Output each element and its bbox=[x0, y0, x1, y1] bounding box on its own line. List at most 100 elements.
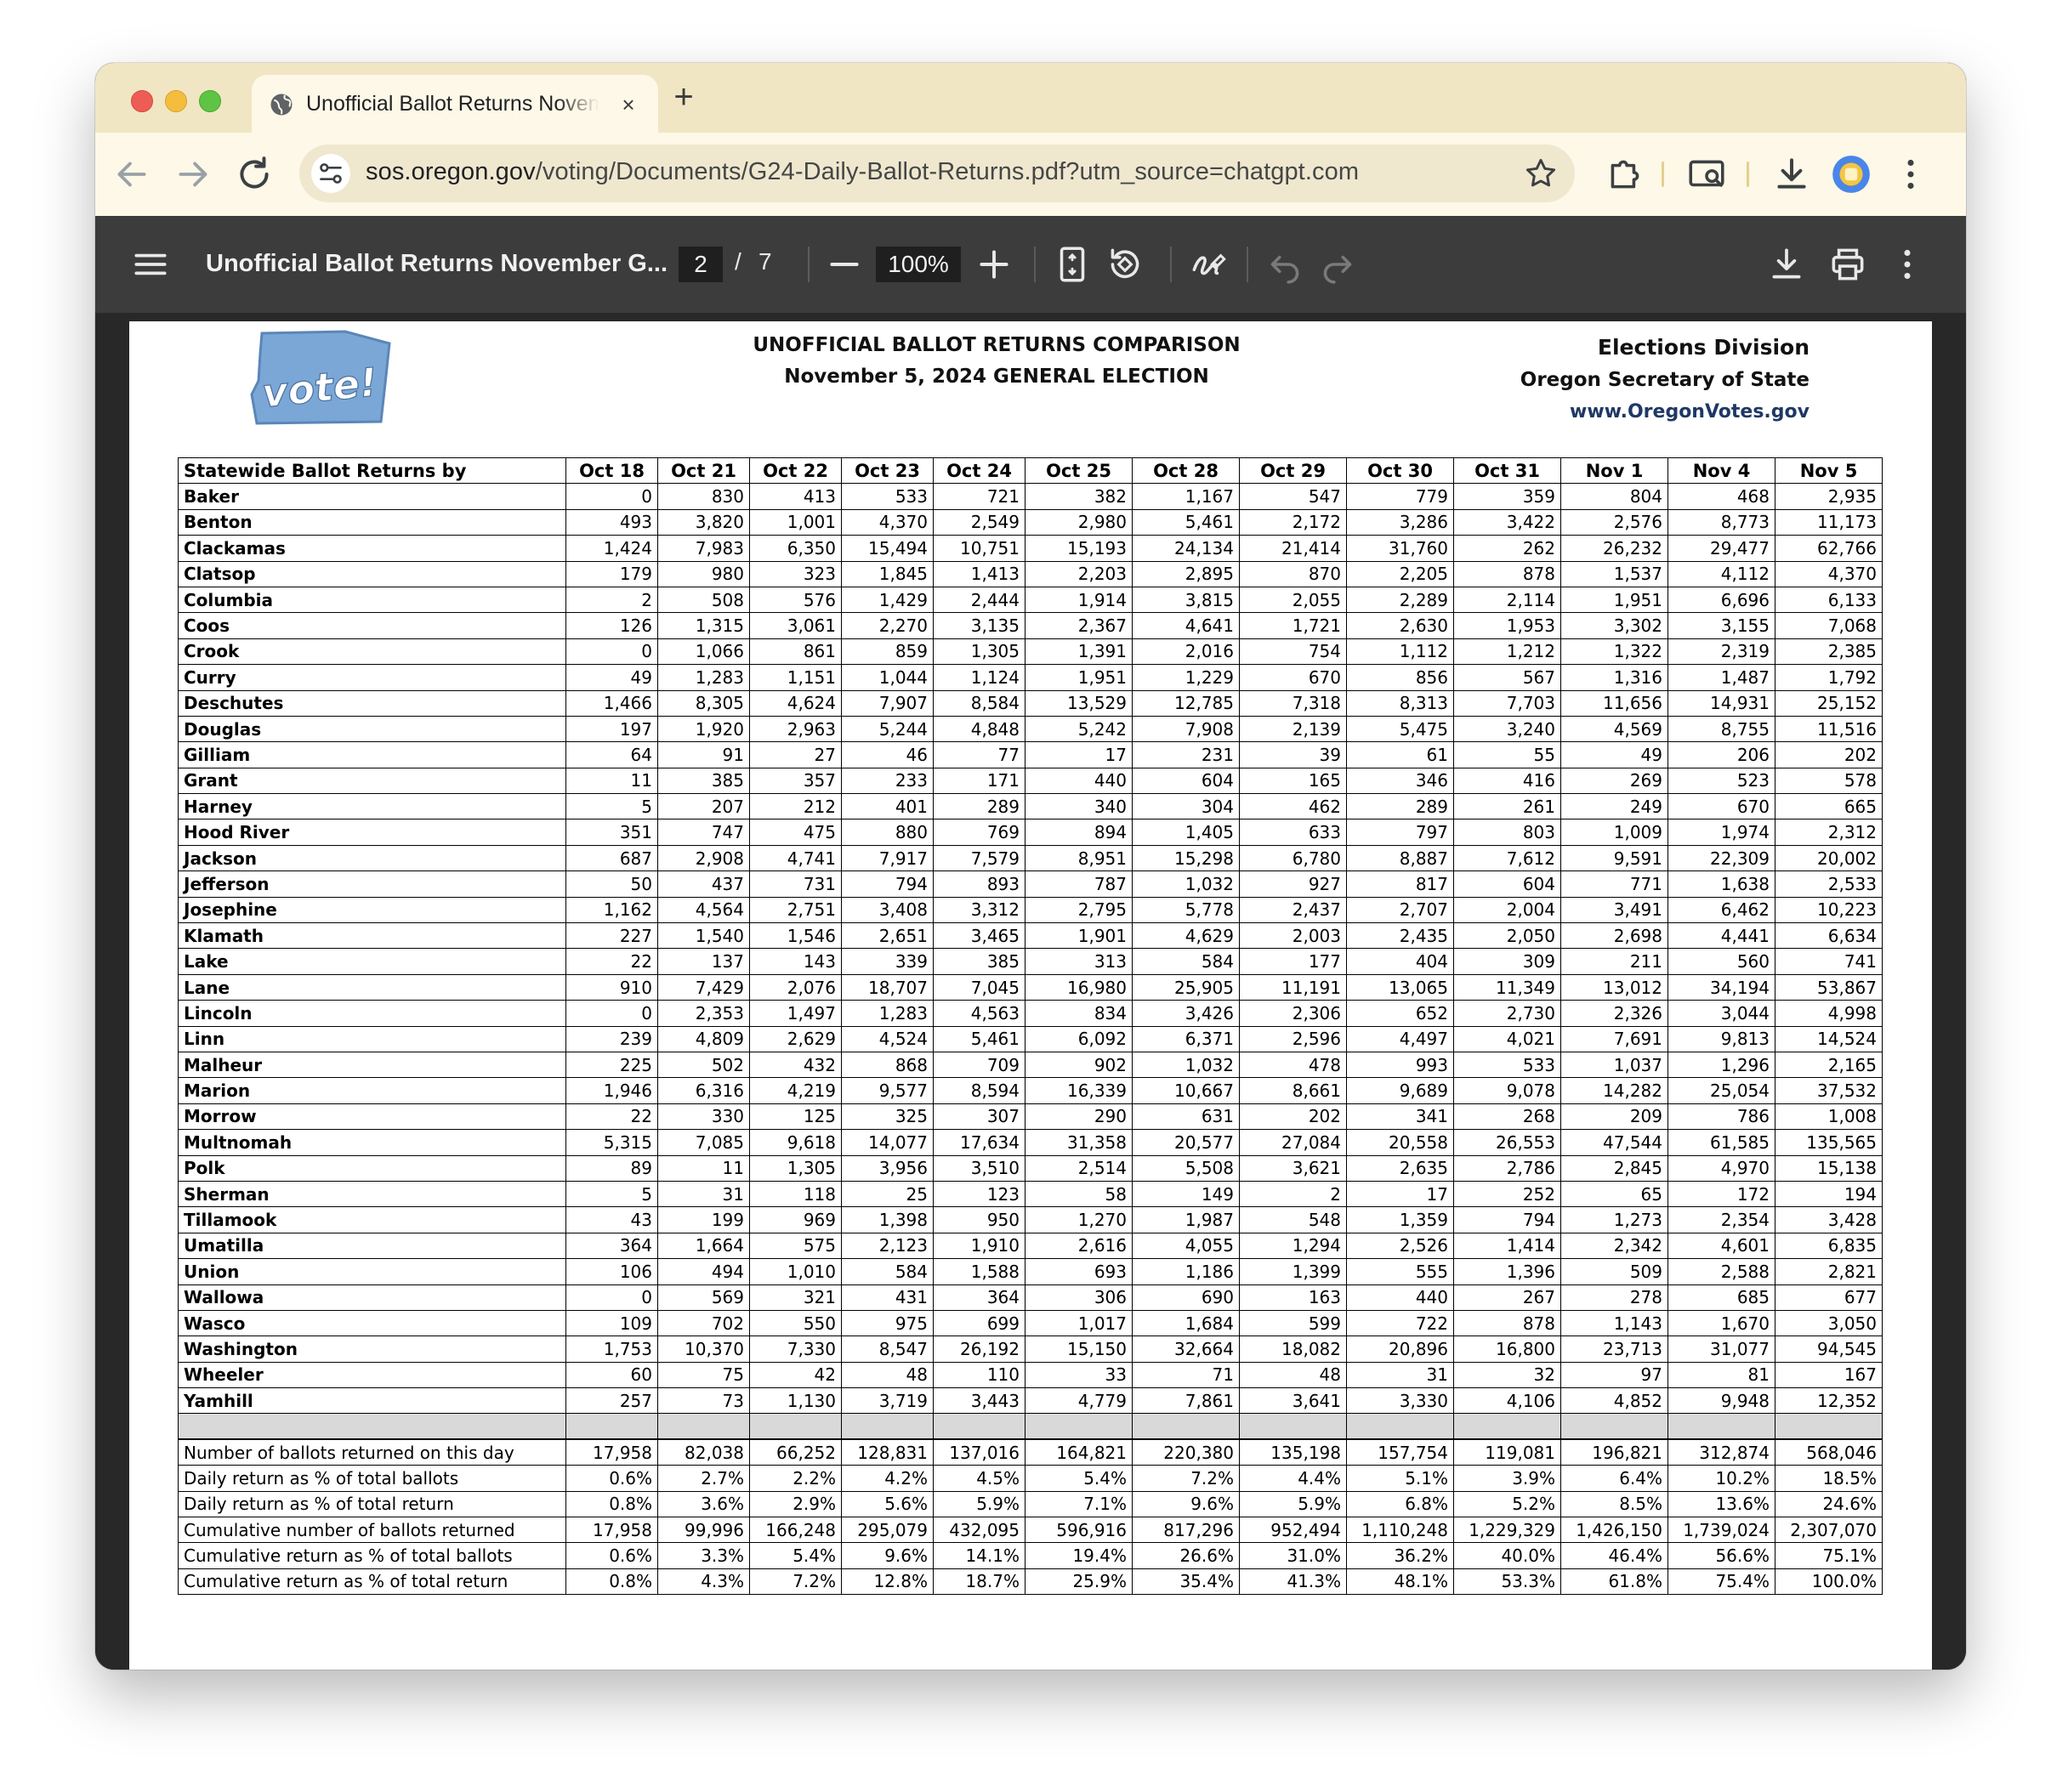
minimize-window-button[interactable] bbox=[165, 90, 187, 112]
cast-screen-icon[interactable] bbox=[1685, 153, 1728, 196]
ballot-count-cell: 462 bbox=[1239, 793, 1347, 820]
ballot-count-cell: 533 bbox=[841, 483, 934, 510]
ballot-count-cell: 787 bbox=[1025, 870, 1133, 898]
ballot-count-cell: 769 bbox=[933, 819, 1026, 846]
zoom-level-input[interactable]: 100% bbox=[876, 247, 961, 282]
ballot-count-cell: 2,289 bbox=[1346, 586, 1454, 614]
fit-page-icon[interactable] bbox=[1051, 243, 1094, 286]
summary-value-cell: 82,038 bbox=[657, 1438, 750, 1466]
ballot-count-cell: 2,205 bbox=[1346, 560, 1454, 587]
back-arrow-icon[interactable] bbox=[111, 153, 153, 196]
download-icon[interactable] bbox=[1770, 153, 1813, 196]
county-row: Marion 1,946 6,316 4,219 9,577 8,594 16,339 10,… bbox=[178, 1077, 1883, 1104]
ballot-count-cell: 2,549 bbox=[933, 508, 1026, 536]
pdf-download-icon[interactable] bbox=[1765, 243, 1808, 286]
summary-value-cell: 128,831 bbox=[841, 1438, 934, 1466]
ballot-count-cell: 4,370 bbox=[1775, 560, 1883, 587]
ballot-count-cell: 1,946 bbox=[565, 1077, 658, 1104]
tab-close-icon[interactable]: × bbox=[622, 92, 635, 117]
ballot-count-cell: 2,845 bbox=[1560, 1154, 1668, 1182]
ballot-count-cell: 1,951 bbox=[1560, 586, 1668, 614]
ballot-count-cell: 2,730 bbox=[1453, 1000, 1561, 1027]
ballot-count-cell: 721 bbox=[933, 483, 1026, 510]
forward-arrow-icon[interactable] bbox=[172, 153, 214, 196]
ballot-count-cell: 575 bbox=[749, 1232, 842, 1260]
ballot-count-cell: 856 bbox=[1346, 664, 1454, 691]
pdf-viewport[interactable]: vote! UNOFFICIAL BALLOT RETURNS COMPARIS… bbox=[95, 313, 1966, 1670]
browser-tab[interactable]: Unofficial Ballot Returns November Gener… bbox=[252, 75, 658, 136]
spacer-cell bbox=[841, 1413, 934, 1440]
ballot-count-cell: 199 bbox=[657, 1206, 750, 1233]
ballot-count-cell: 2,935 bbox=[1775, 483, 1883, 510]
site-info-icon[interactable] bbox=[311, 154, 350, 193]
division-website-link[interactable]: www.OregonVotes.gov bbox=[1570, 401, 1810, 422]
ballot-count-cell: 2,651 bbox=[841, 922, 934, 950]
extensions-icon[interactable] bbox=[1604, 153, 1646, 196]
summary-value-cell: 17,958 bbox=[565, 1517, 658, 1544]
spacer-cell bbox=[657, 1413, 750, 1440]
ballot-count-cell: 4,629 bbox=[1132, 922, 1240, 950]
zoom-out-icon[interactable] bbox=[823, 243, 866, 286]
ballot-count-cell: 31,760 bbox=[1346, 535, 1454, 562]
close-window-button[interactable] bbox=[131, 90, 153, 112]
rotate-icon[interactable] bbox=[1104, 243, 1146, 286]
county-name: Jefferson bbox=[178, 870, 566, 898]
ballot-count-cell: 9,948 bbox=[1668, 1387, 1775, 1415]
zoom-in-icon[interactable] bbox=[973, 243, 1015, 286]
new-tab-button[interactable]: + bbox=[673, 78, 694, 116]
address-bar[interactable]: sos.oregon.gov/voting/Documents/G24-Dail… bbox=[299, 145, 1575, 202]
ballot-count-cell: 2,533 bbox=[1775, 870, 1883, 898]
ballot-count-cell: 31 bbox=[657, 1180, 750, 1208]
more-options-icon[interactable] bbox=[1886, 243, 1929, 286]
ballot-count-cell: 1,424 bbox=[565, 535, 658, 562]
menu-kebab-icon[interactable] bbox=[1889, 153, 1932, 196]
summary-value-cell: 17,958 bbox=[565, 1438, 658, 1466]
ballot-count-cell: 9,577 bbox=[841, 1077, 934, 1104]
url-text[interactable]: sos.oregon.gov/voting/Documents/G24-Dail… bbox=[366, 158, 1359, 186]
summary-label: Daily return as % of total return bbox=[178, 1490, 566, 1518]
ballot-count-cell: 10,370 bbox=[657, 1335, 750, 1363]
spacer-cell bbox=[178, 1413, 566, 1440]
ballot-count-cell: 27,084 bbox=[1239, 1129, 1347, 1156]
county-row: Linn 239 4,809 2,629 4,524 5,461 6,092 6,371 2,5… bbox=[178, 1025, 1883, 1052]
undo-icon[interactable] bbox=[1264, 243, 1306, 286]
county-name: Grant bbox=[178, 767, 566, 795]
maximize-window-button[interactable] bbox=[199, 90, 221, 112]
ballot-count-cell: 584 bbox=[841, 1258, 934, 1285]
profile-icon[interactable] bbox=[1830, 153, 1872, 196]
ballot-count-cell: 5 bbox=[565, 1180, 658, 1208]
ballot-count-cell: 401 bbox=[841, 793, 934, 820]
summary-label: Cumulative number of ballots returned bbox=[178, 1517, 566, 1544]
star-icon[interactable] bbox=[1522, 155, 1560, 192]
ballot-count-cell: 110 bbox=[933, 1361, 1026, 1389]
ballot-count-cell: 13,529 bbox=[1025, 689, 1133, 717]
tab-strip: Unofficial Ballot Returns November Gener… bbox=[95, 63, 1966, 136]
ballot-count-cell: 73 bbox=[657, 1387, 750, 1415]
ballot-count-cell: 71 bbox=[1132, 1361, 1240, 1389]
ballot-count-cell: 1,167 bbox=[1132, 483, 1240, 510]
ballot-count-cell: 893 bbox=[933, 870, 1026, 898]
ballot-count-cell: 8,887 bbox=[1346, 844, 1454, 872]
summary-value-cell: 5.2% bbox=[1453, 1490, 1561, 1518]
ballot-count-cell: 980 bbox=[657, 560, 750, 587]
column-header-date: Oct 30 bbox=[1346, 457, 1454, 485]
page-number-input[interactable]: 2 bbox=[679, 247, 723, 282]
ballot-count-cell: 2,165 bbox=[1775, 1051, 1883, 1079]
ballot-count-cell: 502 bbox=[657, 1051, 750, 1079]
print-icon[interactable] bbox=[1827, 243, 1869, 286]
county-row: Jefferson 50 437 731 794 893 787 1,032 927 817 604… bbox=[178, 870, 1883, 898]
ballot-count-cell: 3,641 bbox=[1239, 1387, 1347, 1415]
summary-row: Daily return as % of total ballots 0.6% 2.… bbox=[178, 1465, 1883, 1492]
ballot-count-cell: 33 bbox=[1025, 1361, 1133, 1389]
ballot-count-cell: 1,396 bbox=[1453, 1258, 1561, 1285]
reload-icon[interactable] bbox=[233, 153, 276, 196]
ballot-count-cell: 2,526 bbox=[1346, 1232, 1454, 1260]
summary-value-cell: 5.4% bbox=[749, 1542, 842, 1569]
page-separator: / bbox=[735, 248, 741, 275]
county-row: Polk 89 11 1,305 3,956 3,510 2,514 5,508 3,621 2,… bbox=[178, 1154, 1883, 1182]
annotate-pen-icon[interactable] bbox=[1187, 243, 1230, 286]
county-name: Washington bbox=[178, 1335, 566, 1363]
redo-icon[interactable] bbox=[1316, 243, 1359, 286]
hamburger-menu-icon[interactable] bbox=[129, 243, 172, 286]
ballot-count-cell: 1,429 bbox=[841, 586, 934, 614]
